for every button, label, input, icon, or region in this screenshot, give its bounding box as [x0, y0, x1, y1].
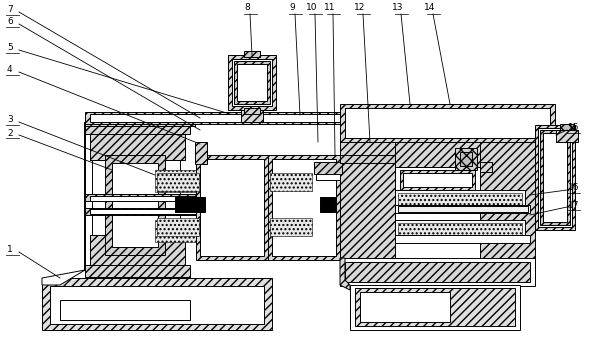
Bar: [90, 130, 185, 160]
Bar: [395, 190, 525, 208]
Text: 9: 9: [289, 3, 295, 13]
Bar: [395, 167, 480, 262]
Bar: [85, 118, 195, 126]
Bar: [340, 155, 395, 163]
Bar: [395, 142, 480, 167]
Bar: [560, 124, 574, 132]
Text: 10: 10: [306, 3, 318, 13]
Bar: [157, 218, 199, 236]
Polygon shape: [340, 258, 350, 290]
Text: 3: 3: [7, 116, 13, 124]
Polygon shape: [42, 122, 85, 285]
Bar: [543, 133, 567, 222]
Bar: [90, 209, 470, 214]
Bar: [157, 173, 199, 191]
Bar: [232, 59, 272, 106]
Bar: [400, 170, 475, 190]
Bar: [270, 173, 312, 191]
Text: 6: 6: [7, 18, 13, 26]
Text: 12: 12: [355, 3, 365, 13]
Bar: [395, 220, 525, 238]
Bar: [540, 130, 570, 225]
Bar: [314, 162, 342, 174]
Bar: [345, 108, 550, 138]
Bar: [460, 152, 472, 166]
Bar: [480, 142, 535, 262]
Bar: [90, 235, 185, 270]
Text: 8: 8: [244, 3, 250, 13]
Text: 14: 14: [425, 3, 435, 13]
Bar: [90, 114, 390, 122]
Bar: [85, 265, 190, 277]
Bar: [395, 205, 530, 213]
Bar: [195, 142, 207, 164]
Bar: [350, 285, 520, 330]
Bar: [241, 110, 263, 122]
Bar: [90, 196, 470, 201]
Bar: [340, 258, 535, 286]
Bar: [85, 208, 475, 215]
Bar: [398, 223, 522, 235]
Text: 4: 4: [7, 66, 13, 74]
Bar: [155, 170, 197, 192]
Bar: [237, 64, 267, 101]
Bar: [196, 155, 268, 260]
Bar: [50, 286, 264, 324]
Bar: [234, 61, 270, 104]
Bar: [395, 235, 530, 243]
Bar: [112, 163, 158, 247]
Bar: [480, 162, 492, 172]
Bar: [340, 142, 395, 262]
Text: 11: 11: [324, 3, 336, 13]
Bar: [92, 160, 180, 235]
Bar: [60, 300, 190, 320]
Text: 7: 7: [7, 5, 13, 15]
Text: 1: 1: [7, 245, 13, 255]
Text: 13: 13: [392, 3, 403, 13]
Bar: [556, 130, 578, 142]
Text: 17: 17: [568, 200, 579, 210]
Bar: [455, 148, 477, 170]
Bar: [403, 173, 472, 187]
Bar: [244, 108, 260, 114]
Bar: [320, 197, 335, 212]
Bar: [360, 292, 450, 322]
Text: 15: 15: [568, 123, 579, 132]
Bar: [155, 220, 197, 242]
Bar: [105, 155, 165, 255]
Bar: [85, 112, 395, 124]
Bar: [85, 194, 475, 201]
Bar: [272, 159, 336, 256]
Bar: [535, 125, 575, 230]
Bar: [538, 128, 572, 227]
Bar: [355, 288, 515, 326]
Bar: [340, 104, 555, 142]
Bar: [270, 218, 312, 236]
Bar: [345, 262, 530, 282]
Text: 16: 16: [568, 184, 579, 193]
Bar: [398, 206, 528, 212]
Bar: [175, 197, 205, 212]
Text: 2: 2: [7, 128, 13, 138]
Bar: [398, 193, 522, 205]
Bar: [244, 51, 260, 57]
Bar: [228, 55, 276, 110]
Bar: [268, 155, 340, 260]
Bar: [42, 278, 272, 330]
Bar: [85, 122, 190, 134]
Bar: [200, 159, 264, 256]
Text: 5: 5: [7, 44, 13, 52]
Bar: [316, 174, 340, 180]
